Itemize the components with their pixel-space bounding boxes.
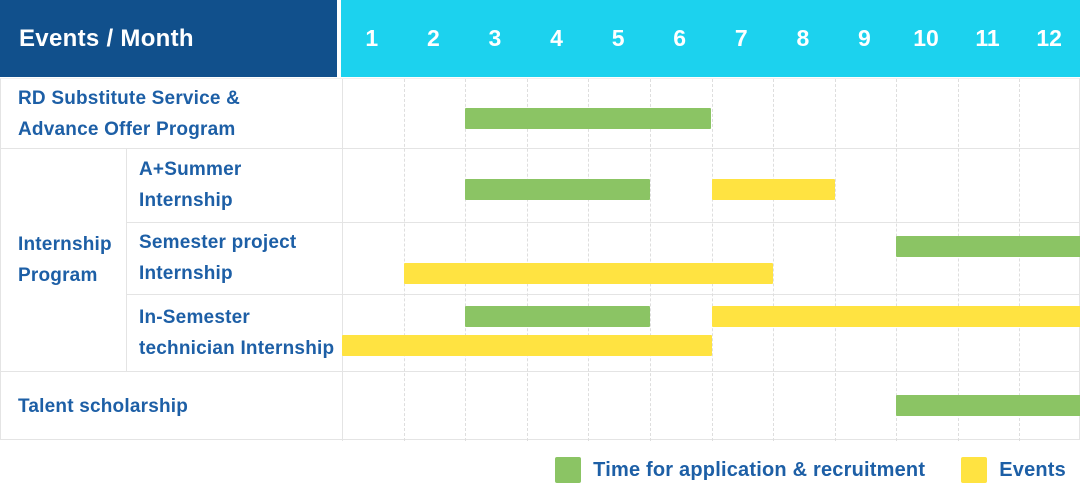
label-chart-divider bbox=[342, 79, 343, 441]
row-group-label-internship-program: Internship Program bbox=[18, 233, 112, 286]
month-gridline bbox=[711, 79, 713, 441]
event-bar bbox=[342, 335, 712, 356]
row-label-semester-project-internship: Semester project Internship bbox=[139, 232, 297, 284]
month-header-6: 6 bbox=[673, 25, 687, 51]
month-header-10: 10 bbox=[913, 25, 939, 51]
row-divider bbox=[1, 371, 1079, 372]
application-bar bbox=[465, 179, 650, 200]
month-header-11: 11 bbox=[975, 25, 1000, 51]
group-sublabel-divider bbox=[126, 148, 127, 371]
month-header-row: 1 2 3 4 5 6 7 8 9 10 11 12 bbox=[341, 0, 1080, 77]
table-body: RD Substitute Service & Advance Offer Pr… bbox=[0, 78, 1080, 441]
month-header-5: 5 bbox=[611, 25, 625, 51]
month-gridline bbox=[957, 79, 959, 441]
application-bar bbox=[465, 306, 650, 327]
month-header-1: 1 bbox=[365, 25, 379, 51]
legend: Time for application & recruitment Event… bbox=[0, 452, 1080, 488]
legend-item-events: Events bbox=[961, 457, 1066, 483]
application-color-swatch bbox=[555, 457, 582, 483]
month-gridline bbox=[649, 79, 651, 441]
table-header-title-cell: Events / Month bbox=[0, 0, 337, 77]
application-bar bbox=[896, 236, 1080, 257]
month-gridline bbox=[403, 79, 405, 441]
application-bar bbox=[465, 108, 712, 129]
month-gridline bbox=[1019, 79, 1021, 441]
row-label-in-semester-technician-internship: In-Semester technician Internship bbox=[139, 306, 335, 359]
event-bar bbox=[711, 179, 835, 200]
month-gridline bbox=[834, 79, 836, 441]
subrow-divider bbox=[126, 222, 1079, 223]
legend-label-events: Events bbox=[999, 458, 1066, 481]
month-gridline bbox=[526, 79, 528, 441]
month-gridline bbox=[896, 79, 898, 441]
month-header-7: 7 bbox=[734, 25, 748, 51]
row-label-rd-substitute: RD Substitute Service & Advance Offer Pr… bbox=[18, 87, 241, 140]
month-header-9: 9 bbox=[858, 25, 871, 51]
legend-label-application: Time for application & recruitment bbox=[593, 458, 926, 481]
row-divider bbox=[1, 148, 1079, 149]
row-label-a-summer-internship: A+Summer Internship bbox=[139, 159, 242, 211]
month-header-12: 12 bbox=[1036, 25, 1062, 51]
month-header-4: 4 bbox=[550, 25, 563, 51]
legend-item-application: Time for application & recruitment bbox=[555, 457, 925, 483]
month-header-8: 8 bbox=[796, 25, 810, 51]
month-gridline bbox=[465, 79, 467, 441]
row-label-talent-scholarship: Talent scholarship bbox=[18, 395, 189, 417]
month-header-3: 3 bbox=[488, 25, 502, 51]
events-color-swatch bbox=[961, 457, 988, 483]
month-gridline bbox=[773, 79, 775, 441]
month-header-2: 2 bbox=[426, 25, 440, 51]
table-header-title: Events / Month bbox=[19, 24, 194, 52]
event-bar bbox=[403, 263, 774, 284]
month-gridline bbox=[588, 79, 590, 441]
event-bar bbox=[711, 306, 1080, 327]
subrow-divider bbox=[126, 294, 1079, 295]
application-bar bbox=[896, 395, 1080, 416]
